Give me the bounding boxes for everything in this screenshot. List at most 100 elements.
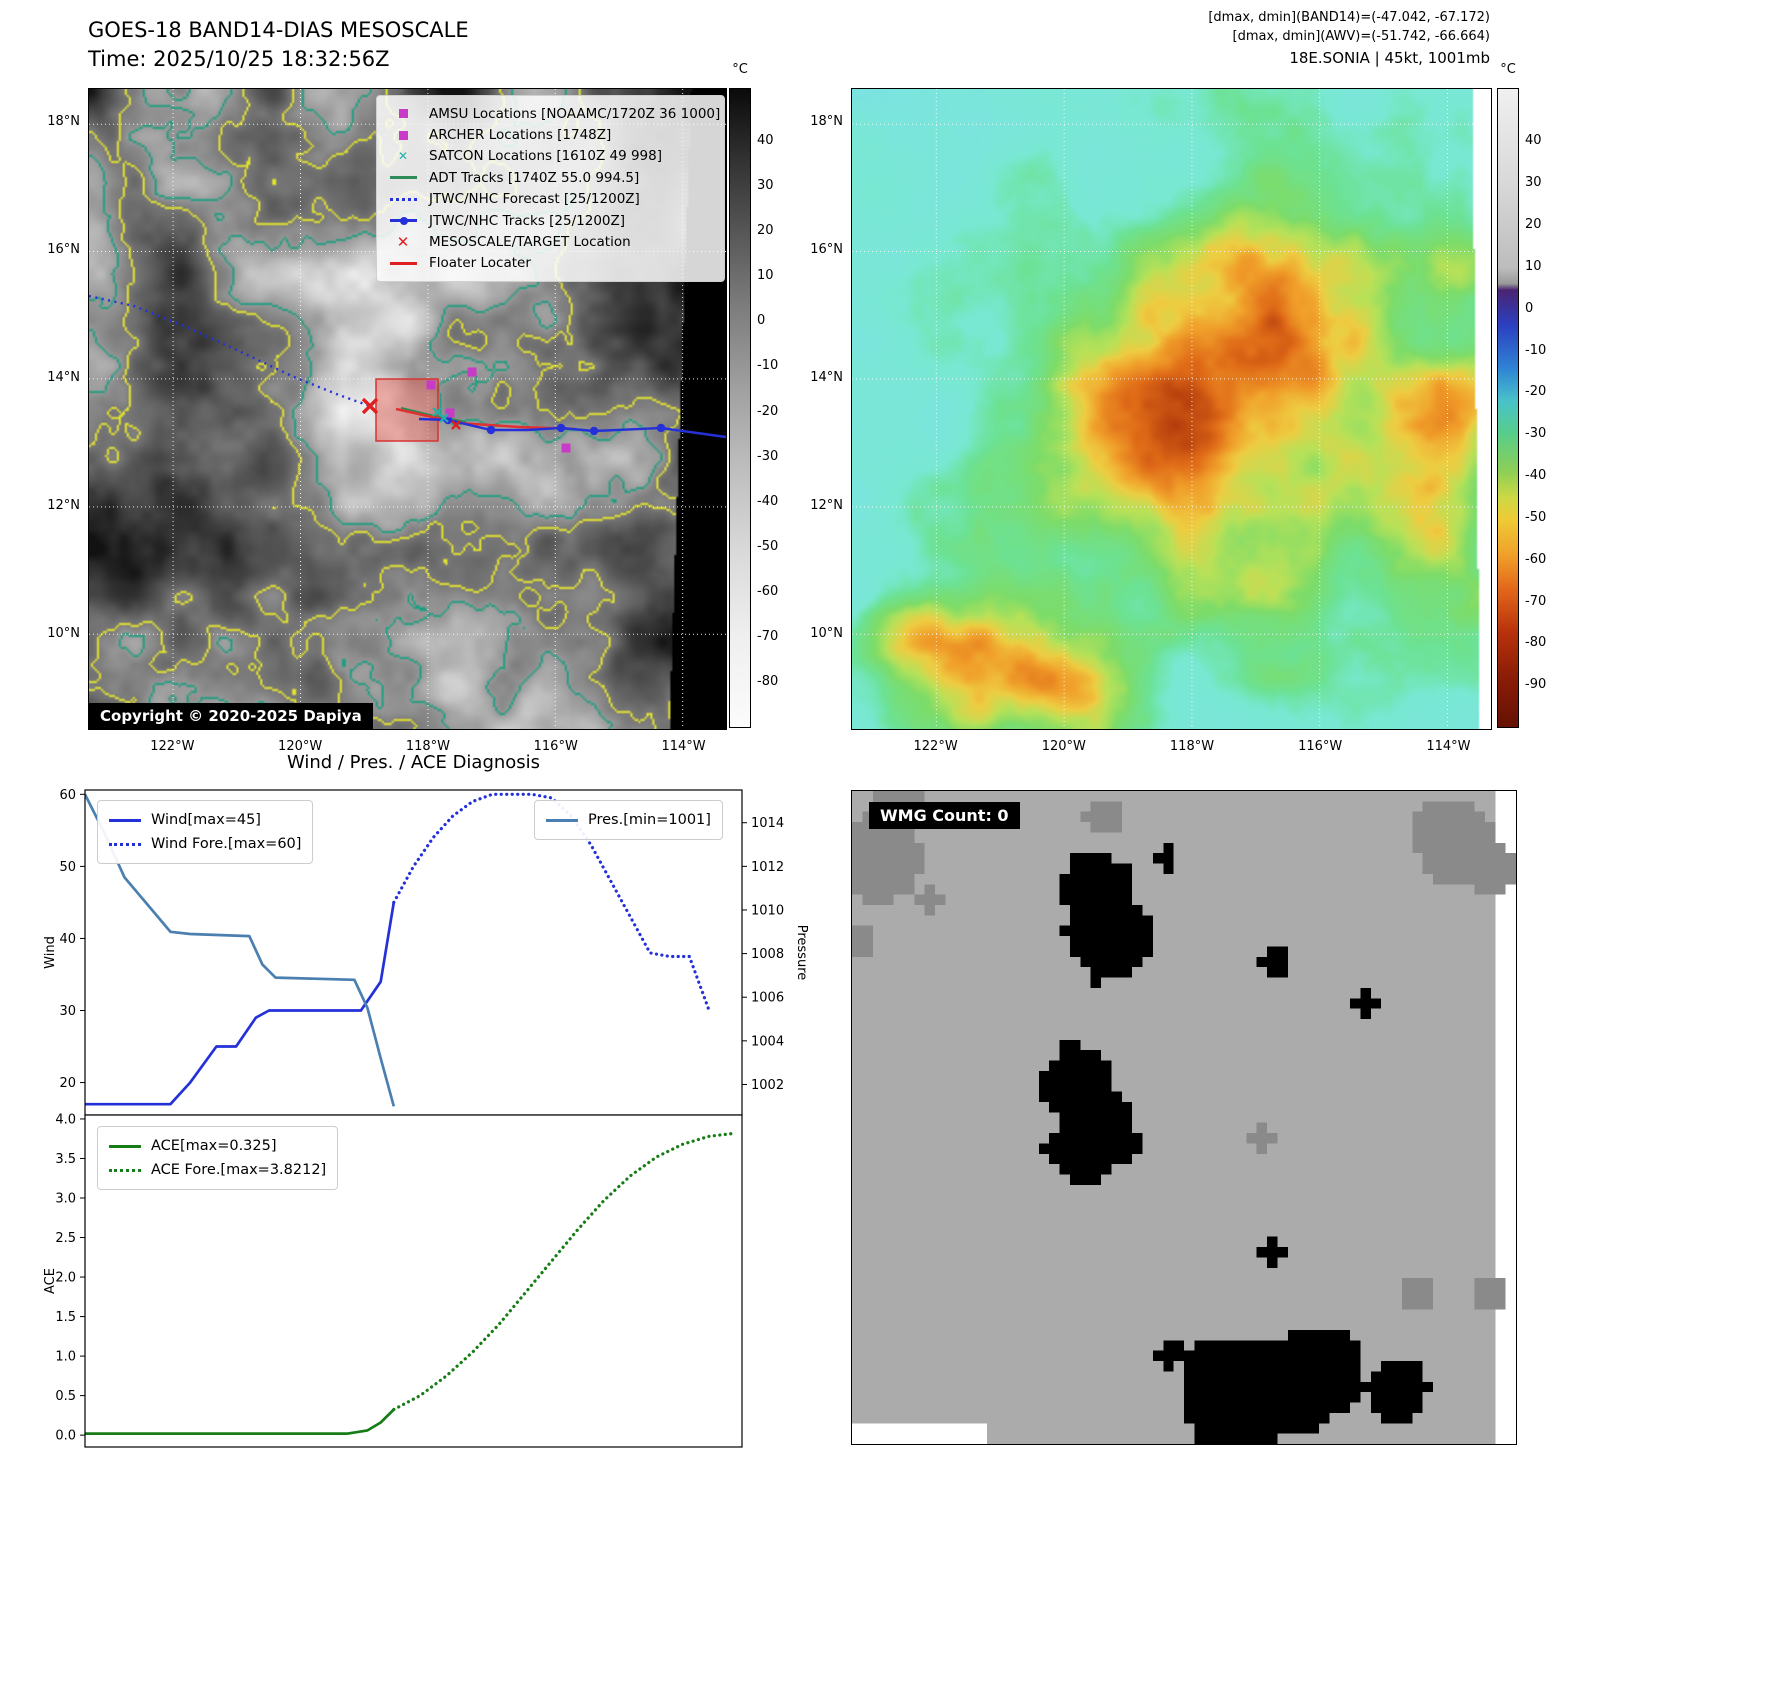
track-point-icon <box>656 423 666 433</box>
colorbar-tick-label: -80 <box>757 673 779 689</box>
colorbar-tick-label: 20 <box>757 223 774 239</box>
solid-line-sample-icon <box>109 1144 141 1148</box>
colorbar-tick-label: 10 <box>1525 258 1542 274</box>
chart-legend-item: ACE Fore.[max=3.8212] <box>109 1158 326 1182</box>
colorbar-tick-label: 40 <box>757 133 774 149</box>
solid-line-sample-icon <box>109 818 141 822</box>
lat-tick-label: 18°N <box>810 114 843 130</box>
dotted-line-sample-icon <box>109 842 141 846</box>
colorbar-tick-label: 40 <box>1525 133 1542 149</box>
legend-item-label: Floater Locater <box>429 255 531 272</box>
ytick-left-label: 4.0 <box>55 1112 76 1127</box>
amsu-location-icon <box>561 443 571 453</box>
ytick-left-label: 1.5 <box>55 1310 76 1325</box>
lon-tick-label: 122°W <box>150 739 195 754</box>
legend-item: ARCHER Locations [1748Z] <box>385 124 716 145</box>
copyright-badge: Copyright © 2020-2025 Dapiya <box>89 703 373 729</box>
ylabel-right: Pressure <box>794 925 809 981</box>
ytick-left-label: 2.0 <box>55 1271 76 1286</box>
lon-tick-label: 122°W <box>913 739 958 754</box>
colorbar-tick-label: 30 <box>1525 175 1542 191</box>
solid-line-sample-icon <box>546 818 578 822</box>
legend-item-label: SATCON Locations [1610Z 49 998] <box>429 148 662 165</box>
ytick-left-label: 3.5 <box>55 1152 76 1167</box>
colorbar-tick-label: -20 <box>1525 384 1547 400</box>
colorbar-tick-label: -70 <box>757 628 779 644</box>
dmax-dmin-band14: [dmax, dmin](BAND14)=(-47.042, -67.172) <box>1208 10 1490 25</box>
colorbar-tick-label: -30 <box>757 448 779 464</box>
legend-item-label: JTWC/NHC Tracks [25/1200Z] <box>429 212 626 229</box>
colorbar-tick-label: -40 <box>757 493 779 509</box>
chart-legend-label: Pres.[min=1001] <box>588 812 711 828</box>
ytick-left-label: 30 <box>59 1004 76 1019</box>
wmg-count-badge: WMG Count: 0 <box>869 802 1020 829</box>
ytick-left-label: 60 <box>59 788 76 803</box>
line-marker-icon <box>385 176 421 180</box>
chart-series-group <box>85 1131 738 1435</box>
X-marker-icon: ✕ <box>396 232 410 251</box>
latlon-grid <box>852 89 1491 729</box>
dmax-dmin-awv: [dmax, dmin](AWV)=(-51.742, -66.664) <box>1232 29 1490 44</box>
x-marker-icon: ✕ <box>397 149 409 164</box>
ytick-left-label: 20 <box>59 1076 76 1091</box>
target-x-icon <box>361 397 379 415</box>
legend-item-label: ADT Tracks [1740Z 55.0 994.5] <box>429 169 640 186</box>
colorbar-tick-label: -20 <box>757 403 779 419</box>
ytick-left-label: 3.0 <box>55 1192 76 1207</box>
square-marker-icon <box>385 130 421 140</box>
legend-item: ✕ SATCON Locations [1610Z 49 998] <box>385 146 716 167</box>
track-point-icon <box>556 423 566 433</box>
ytick-right-label: 1012 <box>751 860 784 875</box>
jtwc-forecast-track <box>89 294 371 408</box>
colorbar-tick-label: -30 <box>1525 426 1547 442</box>
chart-legend-item: ACE[max=0.325] <box>109 1134 326 1158</box>
lat-tick-label: 16°N <box>810 242 843 258</box>
colorbar-tick-label: -10 <box>757 358 779 374</box>
map-legend: AMSU Locations [NOAAMC/1720Z 36 1000] ARC… <box>376 95 725 283</box>
tr-colorbar <box>1497 88 1519 728</box>
lon-tick-label: 116°W <box>533 739 578 754</box>
lat-tick-label: 18°N <box>47 114 80 130</box>
colorbar-tick-label: 10 <box>757 268 774 284</box>
lat-tick-label: 10°N <box>810 625 843 641</box>
legend-item-label: ARCHER Locations [1748Z] <box>429 127 612 144</box>
lat-tick-label: 14°N <box>810 369 843 385</box>
line-dot-marker-icon <box>385 216 421 225</box>
colorbar-tick-label: -80 <box>1525 635 1547 651</box>
page-title: GOES-18 BAND14-DIAS MESOSCALE <box>88 18 469 42</box>
satcon-location-icon <box>432 407 442 417</box>
storm-id-intensity: 18E.SONIA | 45kt, 1001mb <box>1289 49 1490 67</box>
legend-item: ADT Tracks [1740Z 55.0 994.5] <box>385 167 716 188</box>
amsu-location-icon <box>426 380 436 390</box>
goes-title-block: GOES-18 BAND14-DIAS MESOSCALE Time: 2025… <box>88 16 469 74</box>
series-line <box>85 793 396 1107</box>
ytick-right-label: 1004 <box>751 1034 784 1049</box>
series-line <box>392 792 711 1013</box>
lat-tick-label: 12°N <box>47 498 80 514</box>
legend-item: JTWC/NHC Tracks [25/1200Z] <box>385 210 716 231</box>
ytick-right-label: 1014 <box>751 816 784 831</box>
chart-series-group <box>85 792 711 1107</box>
ytick-left-label: 2.5 <box>55 1231 76 1246</box>
series-line <box>85 1408 395 1435</box>
lon-tick-label: 114°W <box>661 739 706 754</box>
legend-item-label: JTWC/NHC Forecast [25/1200Z] <box>429 191 640 208</box>
colorbar-tick-label: -70 <box>1525 593 1547 609</box>
jtwc-observed-track <box>418 417 726 439</box>
tr-colorbar-unit: °C <box>1500 62 1516 77</box>
dotted-marker-icon <box>385 197 421 201</box>
chart-legend-label: Wind[max=45] <box>151 812 261 828</box>
ytick-right-label: 1008 <box>751 947 784 962</box>
lon-tick-label: 118°W <box>405 739 451 754</box>
colorbar-tick-label: 0 <box>1525 300 1534 316</box>
colorbar-tick-label: -60 <box>1525 551 1547 567</box>
colorbar-tick-label: -60 <box>757 583 779 599</box>
legend-item: Floater Locater <box>385 253 716 274</box>
colorbar-tick-label: 30 <box>757 178 774 194</box>
lon-tick-label: 118°W <box>1169 739 1215 754</box>
ylabel-left: ACE <box>43 1268 58 1294</box>
wind-pres-ace-charts: 20 30 40 50 60 1002 1004 1006 1008 1010 1012 1014 Wi… <box>43 788 809 1448</box>
track-point-icon <box>486 425 496 435</box>
legend-item: ✕ MESOSCALE/TARGET Location <box>385 231 716 252</box>
ytick-left-label: 0.5 <box>55 1389 76 1404</box>
